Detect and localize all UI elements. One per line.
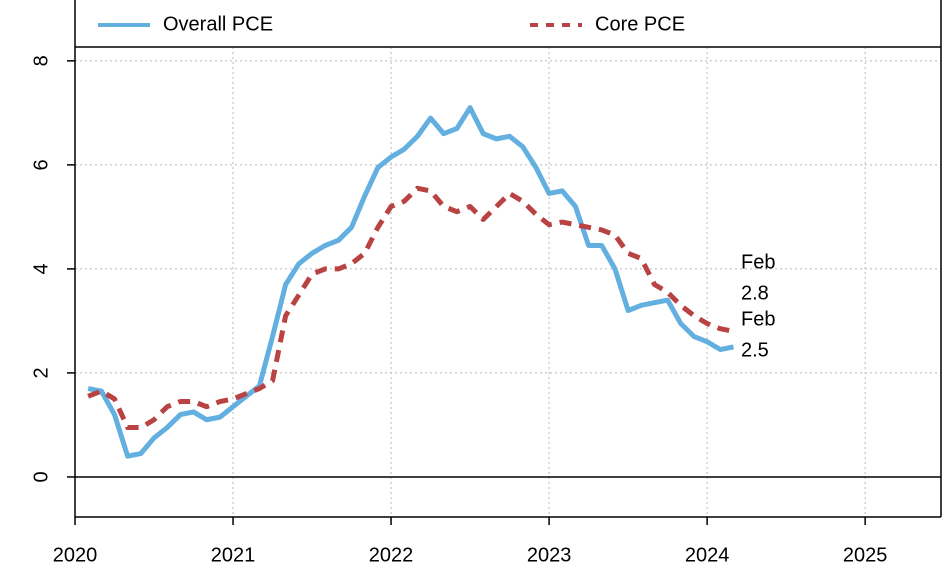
legend-label: Core PCE bbox=[595, 13, 685, 35]
y-tick-label: 2 bbox=[30, 367, 52, 378]
y-tick-label: 4 bbox=[30, 263, 52, 274]
annotation: 2.8 bbox=[741, 282, 769, 304]
y-tick-label: 6 bbox=[30, 159, 52, 170]
data-line bbox=[87, 105, 734, 459]
x-tick-label: 2021 bbox=[211, 544, 256, 566]
y-tick-label: 0 bbox=[30, 471, 52, 482]
annotation: 2.5 bbox=[741, 339, 769, 361]
y-tick-label: 8 bbox=[30, 55, 52, 66]
x-tick-label: 2025 bbox=[843, 544, 888, 566]
x-tick-label: 2024 bbox=[685, 544, 730, 566]
x-tick-label: 2020 bbox=[53, 544, 98, 566]
x-tick-label: 2022 bbox=[369, 544, 414, 566]
data-line bbox=[87, 185, 734, 431]
annotation: Feb bbox=[741, 251, 775, 273]
legend-label: Overall PCE bbox=[163, 13, 273, 35]
annotation: Feb bbox=[741, 308, 775, 330]
x-tick-label: 2023 bbox=[527, 544, 572, 566]
